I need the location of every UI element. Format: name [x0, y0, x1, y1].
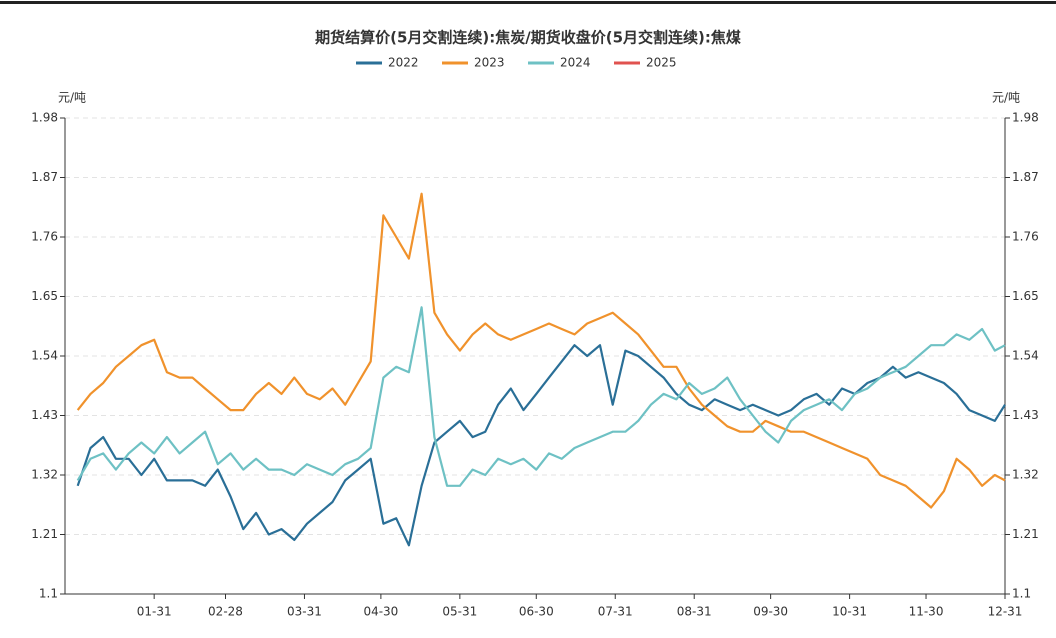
x-tick-label: 03-31	[287, 605, 322, 619]
x-tick-label: 10-31	[832, 605, 867, 619]
y-tick-label: 1.54	[31, 349, 58, 363]
y-tick-label: 1.76	[31, 230, 58, 244]
y2-tick-label: 1.65	[1012, 289, 1039, 303]
top-bar	[0, 1, 1056, 4]
x-tick-label: 02-28	[208, 605, 243, 619]
y2-tick-label: 1.87	[1012, 170, 1039, 184]
y2-tick-label: 1.32	[1012, 468, 1039, 482]
y-tick-label: 1.87	[31, 170, 58, 184]
x-tick-label: 06-30	[519, 605, 554, 619]
y2-axis-label: 元/吨	[992, 91, 1020, 105]
legend-label: 2022	[388, 56, 419, 70]
y2-tick-label: 1.98	[1012, 111, 1039, 125]
legend-label: 2025	[646, 56, 677, 70]
x-tick-label: 05-31	[442, 605, 477, 619]
y2-tick-label: 1.76	[1012, 230, 1039, 244]
legend-label: 2024	[560, 56, 591, 70]
y-tick-label: 1.65	[31, 289, 58, 303]
y2-tick-label: 1.21	[1012, 527, 1039, 541]
y-tick-label: 1.1	[39, 587, 58, 601]
series-line	[76, 192, 1006, 509]
x-tick-label: 01-31	[137, 605, 172, 619]
y2-tick-label: 1.54	[1012, 349, 1039, 363]
y-tick-label: 1.32	[31, 468, 58, 482]
legend-label: 2023	[474, 56, 505, 70]
x-tick-label: 07-31	[598, 605, 633, 619]
y2-tick-label: 1.43	[1012, 408, 1039, 422]
y2-tick-label: 1.1	[1012, 587, 1031, 601]
y-tick-label: 1.43	[31, 408, 58, 422]
series-line	[76, 306, 1006, 487]
y-axis-label: 元/吨	[58, 91, 86, 105]
y-tick-label: 1.21	[31, 527, 58, 541]
chart-title: 期货结算价(5月交割连续):焦炭/期货收盘价(5月交割连续):焦煤	[315, 29, 741, 47]
x-tick-label: 12-31	[988, 605, 1023, 619]
series-line	[76, 344, 1006, 547]
x-tick-label: 09-30	[753, 605, 788, 619]
x-tick-label: 04-30	[363, 605, 398, 619]
x-tick-label: 11-30	[909, 605, 944, 619]
x-tick-label: 08-31	[677, 605, 712, 619]
y-tick-label: 1.98	[31, 111, 58, 125]
